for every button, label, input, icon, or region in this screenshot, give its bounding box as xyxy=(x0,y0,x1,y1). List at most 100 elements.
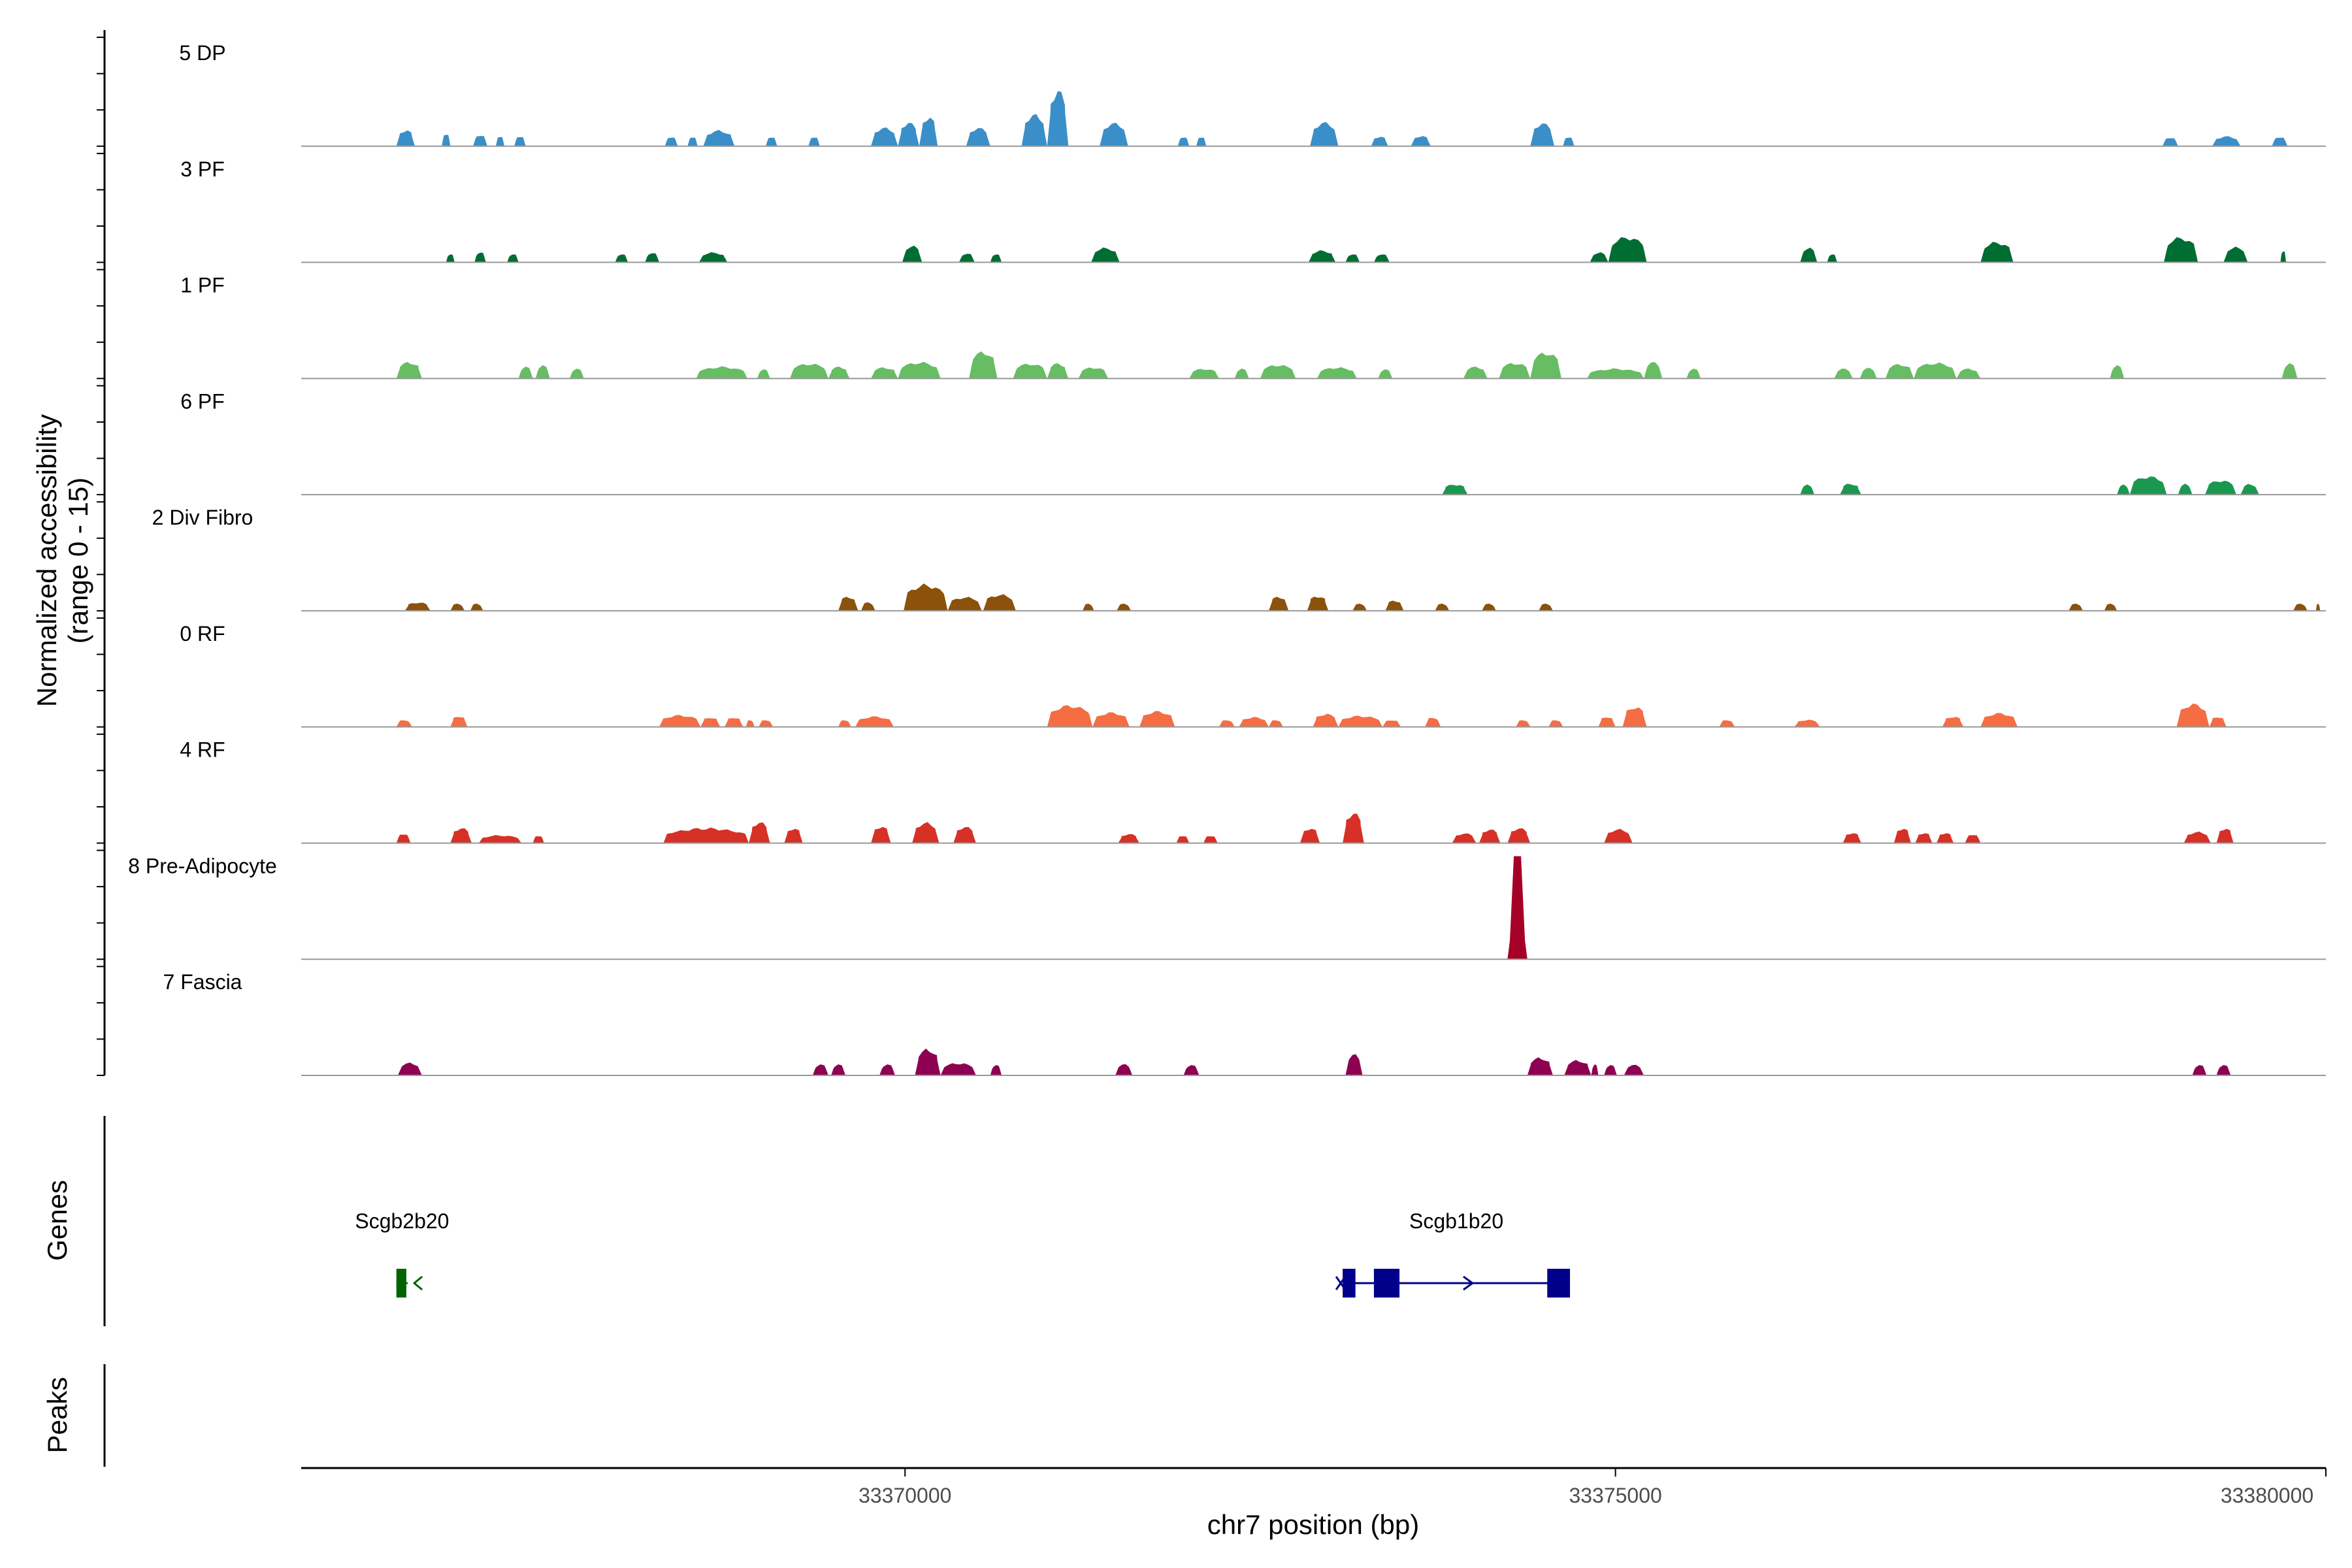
coverage-peak xyxy=(2129,476,2167,495)
coverage-peak xyxy=(535,365,550,379)
gene-scgb1b20: Scgb1b20 xyxy=(1335,1209,1571,1298)
coverage-peak xyxy=(915,1048,941,1075)
coverage-peak xyxy=(2216,1065,2231,1075)
track-4-rf: 4 RF xyxy=(180,738,2326,844)
coverage-peak xyxy=(1083,603,1094,611)
coverage-peak xyxy=(2281,363,2298,379)
coverage-peak xyxy=(2117,484,2130,495)
coverage-peak xyxy=(645,253,660,263)
coverage-peak xyxy=(450,717,468,727)
coverage-peak xyxy=(808,137,820,146)
coverage-peak xyxy=(396,362,422,379)
coverage-peak xyxy=(700,718,721,727)
coverage-peak xyxy=(1092,712,1130,727)
gene-exon xyxy=(1343,1269,1356,1298)
track-6-pf: 6 PF xyxy=(180,389,2326,496)
gene-exon xyxy=(1547,1269,1571,1298)
coverage-peak xyxy=(1378,369,1393,379)
coverage-peak xyxy=(838,720,851,727)
coverage-peak xyxy=(1686,368,1701,379)
coverage-peak xyxy=(1499,363,1531,379)
coverage-peak xyxy=(2223,246,2248,263)
coverage-peak xyxy=(518,367,533,379)
track-label: 0 RF xyxy=(180,622,225,645)
coverage-peak xyxy=(450,603,465,611)
track-1-pf: 1 PF xyxy=(180,274,2326,380)
coverage-peak xyxy=(1196,137,1207,146)
track-label: 6 PF xyxy=(180,389,225,413)
coverage-peak xyxy=(1885,364,1914,379)
coverage-peak xyxy=(1564,1060,1592,1075)
coverage-peak xyxy=(1980,242,2014,263)
coverage-peak xyxy=(1452,833,1477,843)
coverage-peak xyxy=(1956,368,1981,379)
coverage-peak xyxy=(1373,254,1390,263)
coverage-peak xyxy=(664,137,678,146)
coverage-peak xyxy=(1382,720,1401,727)
coverage-peak xyxy=(947,596,982,611)
coverage-peak xyxy=(1047,705,1093,727)
coverage-peak xyxy=(698,252,728,263)
coverage-peak xyxy=(1117,603,1132,611)
coverage-peak xyxy=(1021,114,1047,146)
coverage-peak xyxy=(1548,720,1563,727)
track-label: 7 Fascia xyxy=(163,970,242,994)
x-tick-label: 33370000 xyxy=(858,1484,951,1507)
coverage-peak xyxy=(507,254,519,263)
coverage-peak xyxy=(902,245,923,263)
coverage-peak xyxy=(966,127,990,146)
coverage-peak xyxy=(396,720,412,727)
coverage-peak xyxy=(2209,717,2227,727)
coverage-peak xyxy=(663,827,749,843)
coverage-peak xyxy=(1794,719,1820,727)
coverage-peak xyxy=(473,136,487,146)
coverage-peak xyxy=(1591,1064,1599,1075)
coverage-peak xyxy=(2110,365,2125,379)
x-axis-title: chr7 position (bp) xyxy=(1207,1509,1420,1540)
accessibility-y-ticks xyxy=(97,37,105,1076)
coverage-peak xyxy=(1507,856,1527,960)
coverage-peak xyxy=(1530,123,1555,146)
peak-track: Peaks xyxy=(42,1364,106,1467)
coverage-peak xyxy=(2240,483,2259,495)
coverage-peak xyxy=(397,1062,422,1075)
coverage-peak xyxy=(2192,1065,2207,1075)
coverage-peak xyxy=(478,835,522,843)
coverage-peak xyxy=(1177,137,1190,146)
coverage-peak xyxy=(1139,711,1175,727)
coverage-peak xyxy=(784,828,803,843)
coverage-peak xyxy=(898,123,920,146)
coverage-peak xyxy=(1371,137,1388,146)
coverage-peak xyxy=(1527,1057,1553,1075)
gene-scgb2b20: Scgb2b20 xyxy=(355,1209,449,1298)
x-tick-label: 33375000 xyxy=(1569,1484,1661,1507)
coverage-peak xyxy=(1539,603,1553,611)
peak-track-title: Peaks xyxy=(42,1377,73,1454)
gene-label: Scgb2b20 xyxy=(355,1209,449,1233)
strand-arrow xyxy=(412,1275,423,1291)
coverage-peak xyxy=(687,137,698,146)
coverage-peak xyxy=(1013,363,1047,379)
coverage-peak xyxy=(1218,720,1235,727)
track-5-dp: 5 DP xyxy=(179,41,2326,147)
coverage-peak xyxy=(1478,829,1501,843)
coverage-peak xyxy=(615,254,629,263)
coverage-peak xyxy=(1078,367,1109,379)
y-axis-range: (range 0 - 15) xyxy=(63,478,93,644)
track-label: 3 PF xyxy=(180,157,225,181)
coverage-peak xyxy=(1385,600,1404,611)
coverage-peak xyxy=(1176,836,1190,843)
coverage-peak xyxy=(812,1064,828,1075)
coverage-peak xyxy=(2205,480,2236,495)
coverage-peak xyxy=(838,596,858,611)
coverage-peak xyxy=(1189,368,1219,379)
coverage-peak xyxy=(1800,247,1818,263)
coverage-peak xyxy=(919,118,938,146)
coverage-peak xyxy=(1516,720,1531,727)
coverage-peak xyxy=(1859,368,1877,379)
gene-track-title: Genes xyxy=(42,1180,73,1261)
coverage-peak xyxy=(828,366,850,379)
coverage-peak xyxy=(1234,368,1249,379)
coverage-peak xyxy=(1604,1065,1617,1075)
